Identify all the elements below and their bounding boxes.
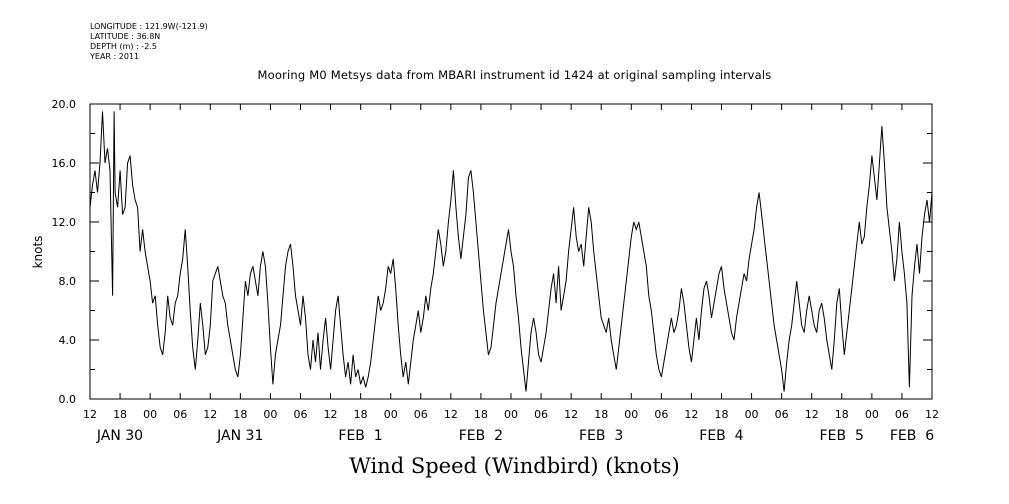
- longitude-label: LONGITUDE : 121.9W(-121.9): [90, 22, 208, 31]
- x-date-label: FEB 1: [338, 428, 382, 444]
- y-axis: 0.0 4.0 8.0 12.0 16.0 20.0: [52, 98, 932, 406]
- year-label: YEAR : 2011: [90, 52, 140, 61]
- x-hour-label: 06: [534, 408, 548, 421]
- x-date-label: FEB 3: [579, 428, 623, 444]
- x-hour-label: 18: [835, 408, 849, 421]
- x-hour-label: 00: [624, 408, 638, 421]
- x-hour-label: 06: [414, 408, 428, 421]
- x-hour-label: 18: [354, 408, 368, 421]
- x-hour-label: 12: [444, 408, 458, 421]
- chart-title: Mooring M0 Metsys data from MBARI instru…: [257, 68, 772, 82]
- x-hour-label: 06: [895, 408, 909, 421]
- x-hour-label: 00: [263, 408, 277, 421]
- y-tick-label: 16.0: [52, 157, 77, 170]
- x-hour-label: 00: [384, 408, 398, 421]
- x-hour-label: 18: [594, 408, 608, 421]
- wind-speed-series: [89, 111, 933, 392]
- x-hour-label: 18: [474, 408, 488, 421]
- y-tick-label: 20.0: [52, 98, 77, 111]
- x-date-label: FEB 4: [699, 428, 743, 444]
- header-metadata: LONGITUDE : 121.9W(-121.9) LATITUDE : 36…: [90, 22, 208, 62]
- x-hour-label: 12: [83, 408, 97, 421]
- y-tick-label: 0.0: [59, 393, 77, 406]
- x-date-label: JAN 30: [96, 428, 143, 444]
- x-hour-label: 06: [173, 408, 187, 421]
- variable-title: Wind Speed (Windbird) (knots): [349, 454, 680, 478]
- latitude-label: LATITUDE : 36.8N: [90, 32, 161, 41]
- x-hour-label: 12: [925, 408, 939, 421]
- depth-label: DEPTH (m) : -2.5: [90, 42, 157, 51]
- x-hour-label: 12: [684, 408, 698, 421]
- x-axis: 12 18 00 06 12 18 00 06 12 18 00 06 12 18 00 06 12 18 00 06…: [83, 104, 939, 444]
- x-hour-label: 00: [504, 408, 518, 421]
- y-axis-label: knots: [31, 236, 45, 269]
- x-hour-label: 12: [203, 408, 217, 421]
- x-date-label: FEB 6: [890, 428, 934, 444]
- y-tick-label: 4.0: [59, 334, 77, 347]
- x-hour-label: 18: [113, 408, 127, 421]
- x-hour-label: 12: [564, 408, 578, 421]
- x-hour-label: 18: [233, 408, 247, 421]
- x-date-label: FEB 5: [820, 428, 864, 444]
- x-date-label: FEB 2: [459, 428, 503, 444]
- y-tick-label: 12.0: [52, 216, 77, 229]
- x-hour-label: 06: [654, 408, 668, 421]
- x-hour-label: 06: [294, 408, 308, 421]
- x-hour-label: 12: [805, 408, 819, 421]
- x-hour-label: 00: [143, 408, 157, 421]
- y-tick-label: 8.0: [59, 275, 77, 288]
- x-hour-label: 18: [715, 408, 729, 421]
- x-hour-label: 12: [324, 408, 338, 421]
- x-hour-label: 00: [865, 408, 879, 421]
- x-date-label: JAN 31: [216, 428, 263, 444]
- x-hour-label: 06: [775, 408, 789, 421]
- x-hour-label: 00: [745, 408, 759, 421]
